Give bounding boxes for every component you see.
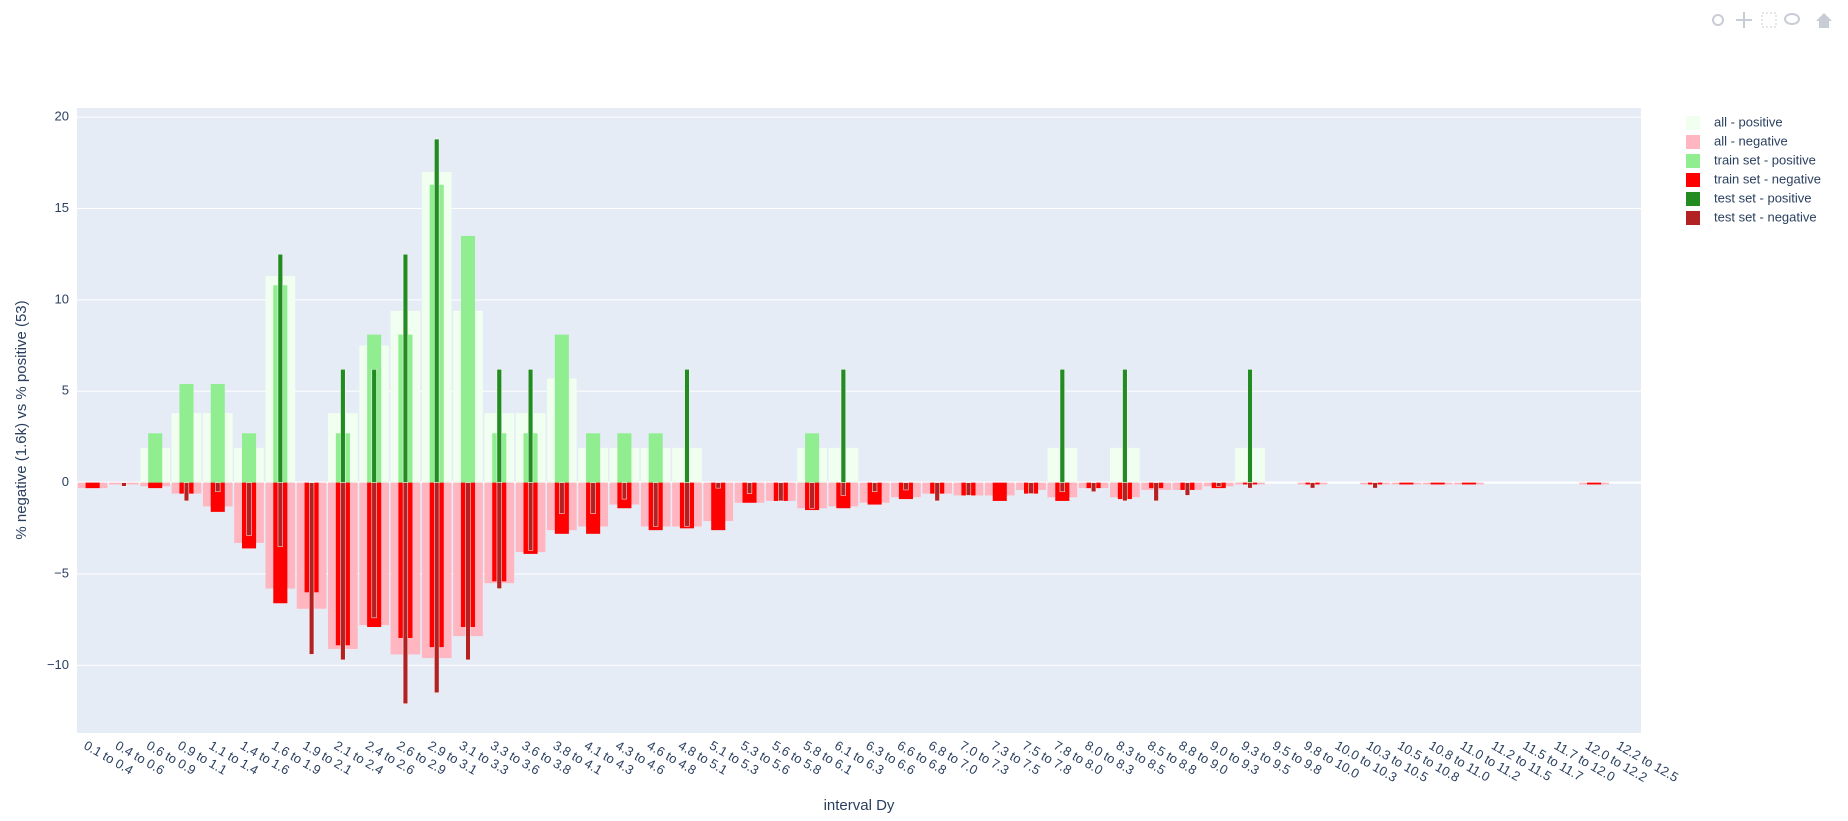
bar: [684, 369, 690, 483]
legend-swatch: [1686, 211, 1700, 225]
bar: [215, 482, 221, 493]
bar: [242, 433, 257, 483]
legend-swatch: [1686, 116, 1700, 130]
legend-swatch: [1686, 173, 1700, 187]
bar: [85, 482, 100, 489]
y-axis-title: % negative (1.6k) vs % positive (53): [13, 300, 30, 539]
bar: [277, 482, 283, 547]
legend-label: test set - positive: [1714, 190, 1812, 205]
bar: [309, 482, 315, 655]
bar: [527, 482, 534, 551]
bar: [746, 482, 753, 494]
bar: [840, 482, 846, 496]
bar: [653, 482, 659, 527]
bar: [527, 369, 534, 483]
bar: [402, 482, 409, 705]
y-tick-label: −5: [54, 565, 69, 580]
bar: [371, 369, 377, 483]
legend-swatch: [1686, 154, 1700, 168]
bar: [496, 369, 502, 483]
bars: [77, 138, 1609, 705]
legend-label: all - positive: [1714, 114, 1783, 129]
bar: [621, 482, 627, 500]
bar: [179, 383, 194, 483]
bar: [1372, 482, 1378, 489]
bar: [554, 334, 569, 483]
bar: [1587, 482, 1602, 485]
legend-label: all - negative: [1714, 133, 1788, 148]
bar: [867, 482, 882, 505]
bar: [460, 235, 476, 483]
bar: [1028, 482, 1034, 494]
legend-swatch: [1686, 192, 1700, 206]
pan-icon[interactable]: [1736, 12, 1752, 28]
bar: [1247, 369, 1253, 483]
bar: [1059, 369, 1065, 483]
bar: [934, 482, 940, 502]
y-tick-label: 5: [62, 383, 69, 398]
bar: [617, 433, 632, 483]
bar: [340, 369, 346, 483]
bar: [121, 482, 127, 487]
bar: [840, 369, 846, 483]
bar: [148, 433, 163, 483]
select-icon[interactable]: [1761, 12, 1777, 28]
bar: [434, 482, 440, 694]
y-tick-label: 10: [55, 291, 69, 306]
bar: [1059, 482, 1065, 493]
y-tick-label: 15: [55, 200, 69, 215]
bar: [778, 482, 784, 502]
bar: [992, 482, 1007, 501]
bar: [465, 482, 471, 661]
bar: [1153, 482, 1159, 502]
bar: [715, 482, 721, 489]
bar: [434, 138, 440, 483]
y-tick-label: −10: [47, 657, 69, 672]
y-tick-label: 0: [62, 474, 69, 489]
bar: [805, 433, 820, 483]
bar: [277, 253, 283, 483]
lasso-icon[interactable]: [1784, 13, 1800, 25]
bar: [1309, 482, 1316, 489]
zoom-icon[interactable]: [1712, 14, 1724, 26]
bar: [246, 482, 252, 536]
bar: [711, 482, 726, 531]
bar: [965, 482, 972, 496]
bar: [1091, 482, 1097, 493]
bar: [586, 433, 601, 483]
bar: [559, 482, 565, 514]
home-icon[interactable]: [1816, 13, 1832, 28]
bar: [1122, 482, 1128, 502]
bar: [340, 482, 346, 661]
x-axis-title: interval Dy: [824, 797, 895, 814]
legend-label: train set - positive: [1714, 152, 1816, 167]
bar: [1216, 482, 1222, 487]
bar: [210, 482, 225, 512]
bar: [1247, 482, 1253, 489]
legend-label: test set - negative: [1714, 209, 1817, 224]
bar: [809, 482, 815, 509]
bar: [496, 482, 502, 589]
bar: [402, 253, 409, 483]
bar: [648, 433, 663, 483]
bar: [1430, 482, 1445, 485]
bar: [1122, 369, 1128, 483]
bar: [903, 482, 909, 491]
bar: [684, 482, 690, 527]
bar: [183, 482, 190, 502]
modebar[interactable]: [1712, 12, 1832, 28]
bar: [148, 482, 163, 489]
bar: [371, 482, 377, 619]
legend-label: train set - negative: [1714, 171, 1821, 186]
bar: [1184, 482, 1191, 496]
bar: [210, 383, 225, 483]
bar: [872, 482, 878, 493]
legend-swatch: [1686, 135, 1700, 149]
bar: [1461, 482, 1476, 485]
y-tick-label: 20: [55, 109, 69, 124]
bar: [898, 482, 913, 500]
bar: [590, 482, 596, 514]
bar: [1399, 482, 1414, 485]
